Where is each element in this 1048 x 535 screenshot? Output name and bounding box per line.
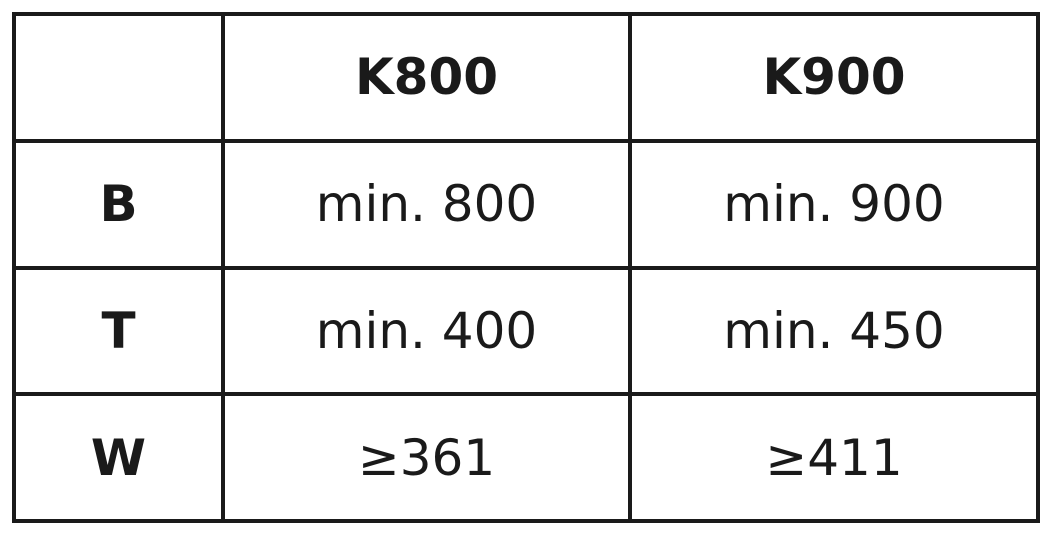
table-cell: min. 450 [628, 265, 1040, 397]
table-cell: ≥361 [221, 392, 632, 523]
table-cell: ≥411 [628, 392, 1040, 523]
header-row: K800 K900 [12, 12, 1040, 143]
table-row: W ≥361 ≥411 [12, 392, 1040, 523]
table-row: T min. 400 min. 450 [12, 265, 1040, 397]
table-cell: min. 800 [221, 138, 632, 270]
row-label: T [12, 265, 225, 397]
table-cell: min. 400 [221, 265, 632, 397]
row-label: W [12, 392, 225, 523]
header-cell-k900: K900 [628, 12, 1040, 143]
table-row: B min. 800 min. 900 [12, 138, 1040, 270]
dimensions-table: K800 K900 B min. 800 min. 900 T min. 400… [12, 12, 1040, 523]
row-label: B [12, 138, 225, 270]
header-cell-k800: K800 [221, 12, 632, 143]
header-cell-empty [12, 12, 225, 143]
table-cell: min. 900 [628, 138, 1040, 270]
